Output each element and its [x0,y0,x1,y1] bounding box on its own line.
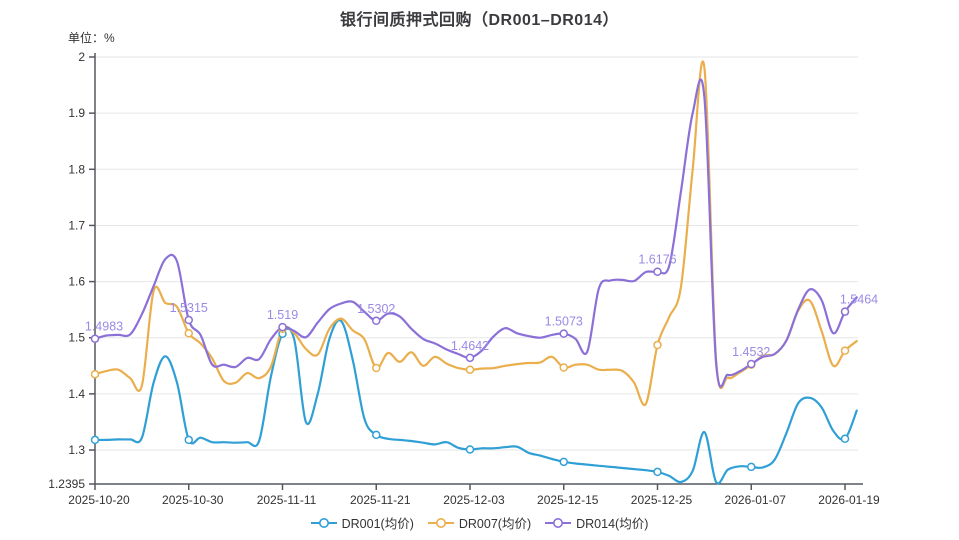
data-point-marker [184,435,193,445]
data-point-marker [747,359,756,369]
point-value-label: 1.5073 [545,315,583,329]
point-value-label: 1.5302 [357,302,395,316]
legend-line-circle-icon-dr001 [310,517,337,529]
data-point-marker [653,467,662,477]
data-point-marker [184,315,193,325]
data-point-marker [559,329,568,338]
data-point-marker [653,267,662,276]
x-axis-tick-label: 2026-01-19 [818,493,880,507]
y-axis-tick-label: 1.9 [68,106,85,120]
data-point-marker [840,434,850,444]
point-value-label: 1.4532 [732,345,770,359]
y-axis-unit-label: 单位：% [68,31,115,45]
x-axis-tick-label: 2026-01-07 [725,493,787,507]
legend-item-dr001[interactable]: DR001(均价) [310,513,414,532]
x-axis-tick-label: 2025-10-30 [162,493,224,507]
data-point-marker [840,307,850,316]
legend-label-dr014: DR014(均价) [576,517,649,531]
y-axis-tick-label: 1.4 [68,387,85,401]
data-point-marker [372,363,381,373]
legend-item-dr014[interactable]: DR014(均价) [545,513,648,532]
data-point-marker [465,353,475,363]
point-value-label: 1.5464 [840,293,878,307]
x-axis-tick-label: 2025-10-20 [68,493,130,507]
y-axis-tick-label: 1.8 [68,162,85,176]
legend-label-dr007: DR007(均价) [458,517,532,531]
data-point-marker [278,322,287,332]
y-axis-tick-label: 1.2395 [48,477,85,491]
y-axis-tick-label: 1.7 [68,218,85,232]
legend-item-dr007[interactable]: DR007(均价) [427,513,532,532]
x-axis-tick-label: 2025-11-11 [257,493,317,507]
data-point-marker [372,316,381,326]
data-point-marker [372,430,381,440]
series-line-DR007(均价) [93,60,858,407]
y-axis-tick-label: 2 [78,50,85,64]
legend-line-circle-icon-dr014 [545,517,572,529]
data-point-marker [90,435,100,445]
chart-legend: DR001(均价) DR007(均价) DR014(均价) [0,513,959,532]
data-point-marker [747,462,756,472]
point-value-label: 1.6176 [638,253,676,267]
legend-line-circle-icon-dr007 [427,517,454,529]
x-axis-tick-label: 2025-12-15 [537,493,599,507]
data-point-marker [184,328,193,338]
data-point-marker [465,445,475,454]
point-value-label: 1.4983 [85,320,123,334]
y-axis-tick-label: 1.5 [68,331,85,345]
data-point-marker [559,363,568,372]
point-value-label: 1.5315 [170,301,208,315]
y-axis-tick-label: 1.3 [68,443,85,457]
data-point-marker [90,369,100,379]
legend-label-dr001: DR001(均价) [341,517,414,531]
data-point-marker [90,334,100,343]
point-value-label: 1.4642 [451,339,489,353]
x-axis-tick-label: 2025-12-25 [631,493,693,507]
y-axis-tick-label: 1.6 [68,275,85,289]
x-axis-tick-label: 2025-12-03 [443,493,505,507]
data-point-marker [465,365,475,374]
data-point-marker [559,457,568,467]
chart-title: 银行间质押式回购（DR001–DR014） [339,12,619,29]
x-axis-tick-label: 2025-11-21 [350,493,411,507]
data-point-marker [653,340,662,350]
series-line-DR014(均价) [93,78,858,388]
data-point-marker [840,346,850,355]
point-value-label: 1.519 [267,308,298,322]
